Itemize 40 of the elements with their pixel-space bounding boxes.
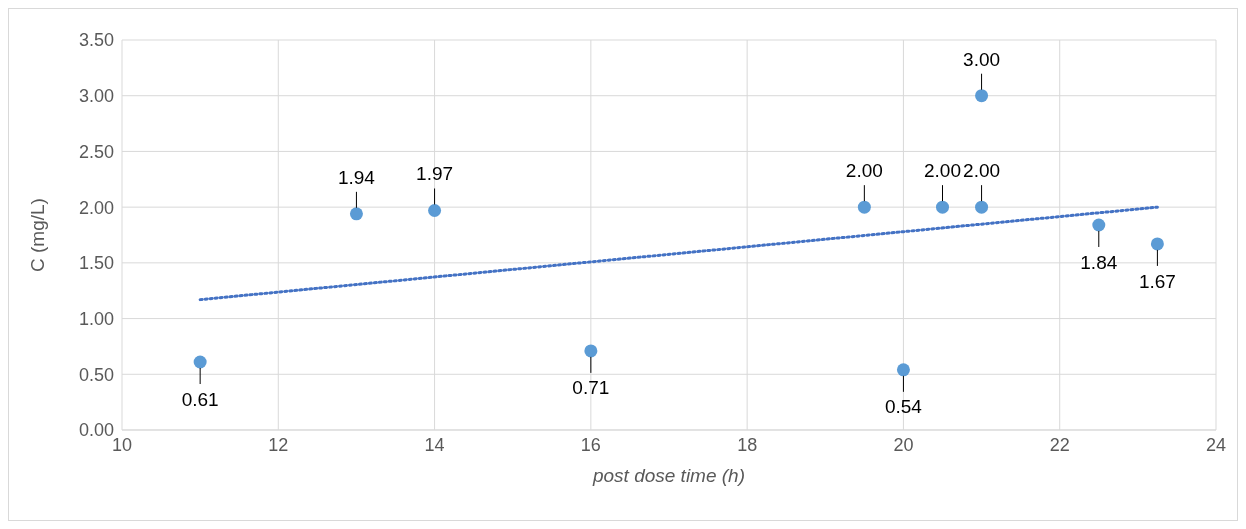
data-label: 1.94 xyxy=(337,166,376,188)
data-label: 2.00 xyxy=(924,160,961,182)
data-label: 1.97 xyxy=(416,163,454,185)
data-label: 0.61 xyxy=(181,388,219,410)
data-label: 0.71 xyxy=(572,377,610,399)
y-tick-label: 3.50 xyxy=(78,30,114,51)
point xyxy=(896,363,910,377)
data-label: 2.00 xyxy=(845,160,883,182)
data-label: 1.67 xyxy=(1138,270,1176,292)
y-tick-label: 0.00 xyxy=(78,420,114,441)
y-tick-label: 0.50 xyxy=(78,364,114,385)
y-tick-label: 2.50 xyxy=(78,141,114,162)
y-tick-label: 1.00 xyxy=(78,308,114,329)
data-label: 2.00 xyxy=(963,160,1001,182)
point xyxy=(1150,237,1164,251)
point xyxy=(1092,218,1106,232)
x-tick-label: 18 xyxy=(737,434,758,455)
point xyxy=(857,200,871,214)
data-label: 1.84 xyxy=(1080,251,1118,273)
x-tick-label: 12 xyxy=(268,434,289,455)
x-tick-label: 22 xyxy=(1049,434,1070,455)
x-tick-label: 24 xyxy=(1205,434,1227,455)
y-tick-label: 1.50 xyxy=(78,253,114,274)
y-tick-label: 3.00 xyxy=(78,86,114,107)
x-tick-label: 14 xyxy=(424,434,445,455)
y-axis-title: C (mg/L) xyxy=(26,198,48,272)
data-label: 0.54 xyxy=(884,396,923,418)
x-tick-label: 20 xyxy=(893,434,914,455)
point xyxy=(936,200,949,214)
x-tick-label: 16 xyxy=(580,434,601,455)
point xyxy=(428,203,442,217)
x-tick-label: 10 xyxy=(111,434,133,455)
data-label: 3.00 xyxy=(963,48,1001,70)
y-tick-label: 2.00 xyxy=(78,197,114,218)
point xyxy=(584,344,598,358)
point xyxy=(975,89,989,103)
point xyxy=(193,355,207,369)
point xyxy=(975,200,989,214)
x-axis-title: post dose time (h) xyxy=(591,465,746,486)
point xyxy=(349,207,363,221)
